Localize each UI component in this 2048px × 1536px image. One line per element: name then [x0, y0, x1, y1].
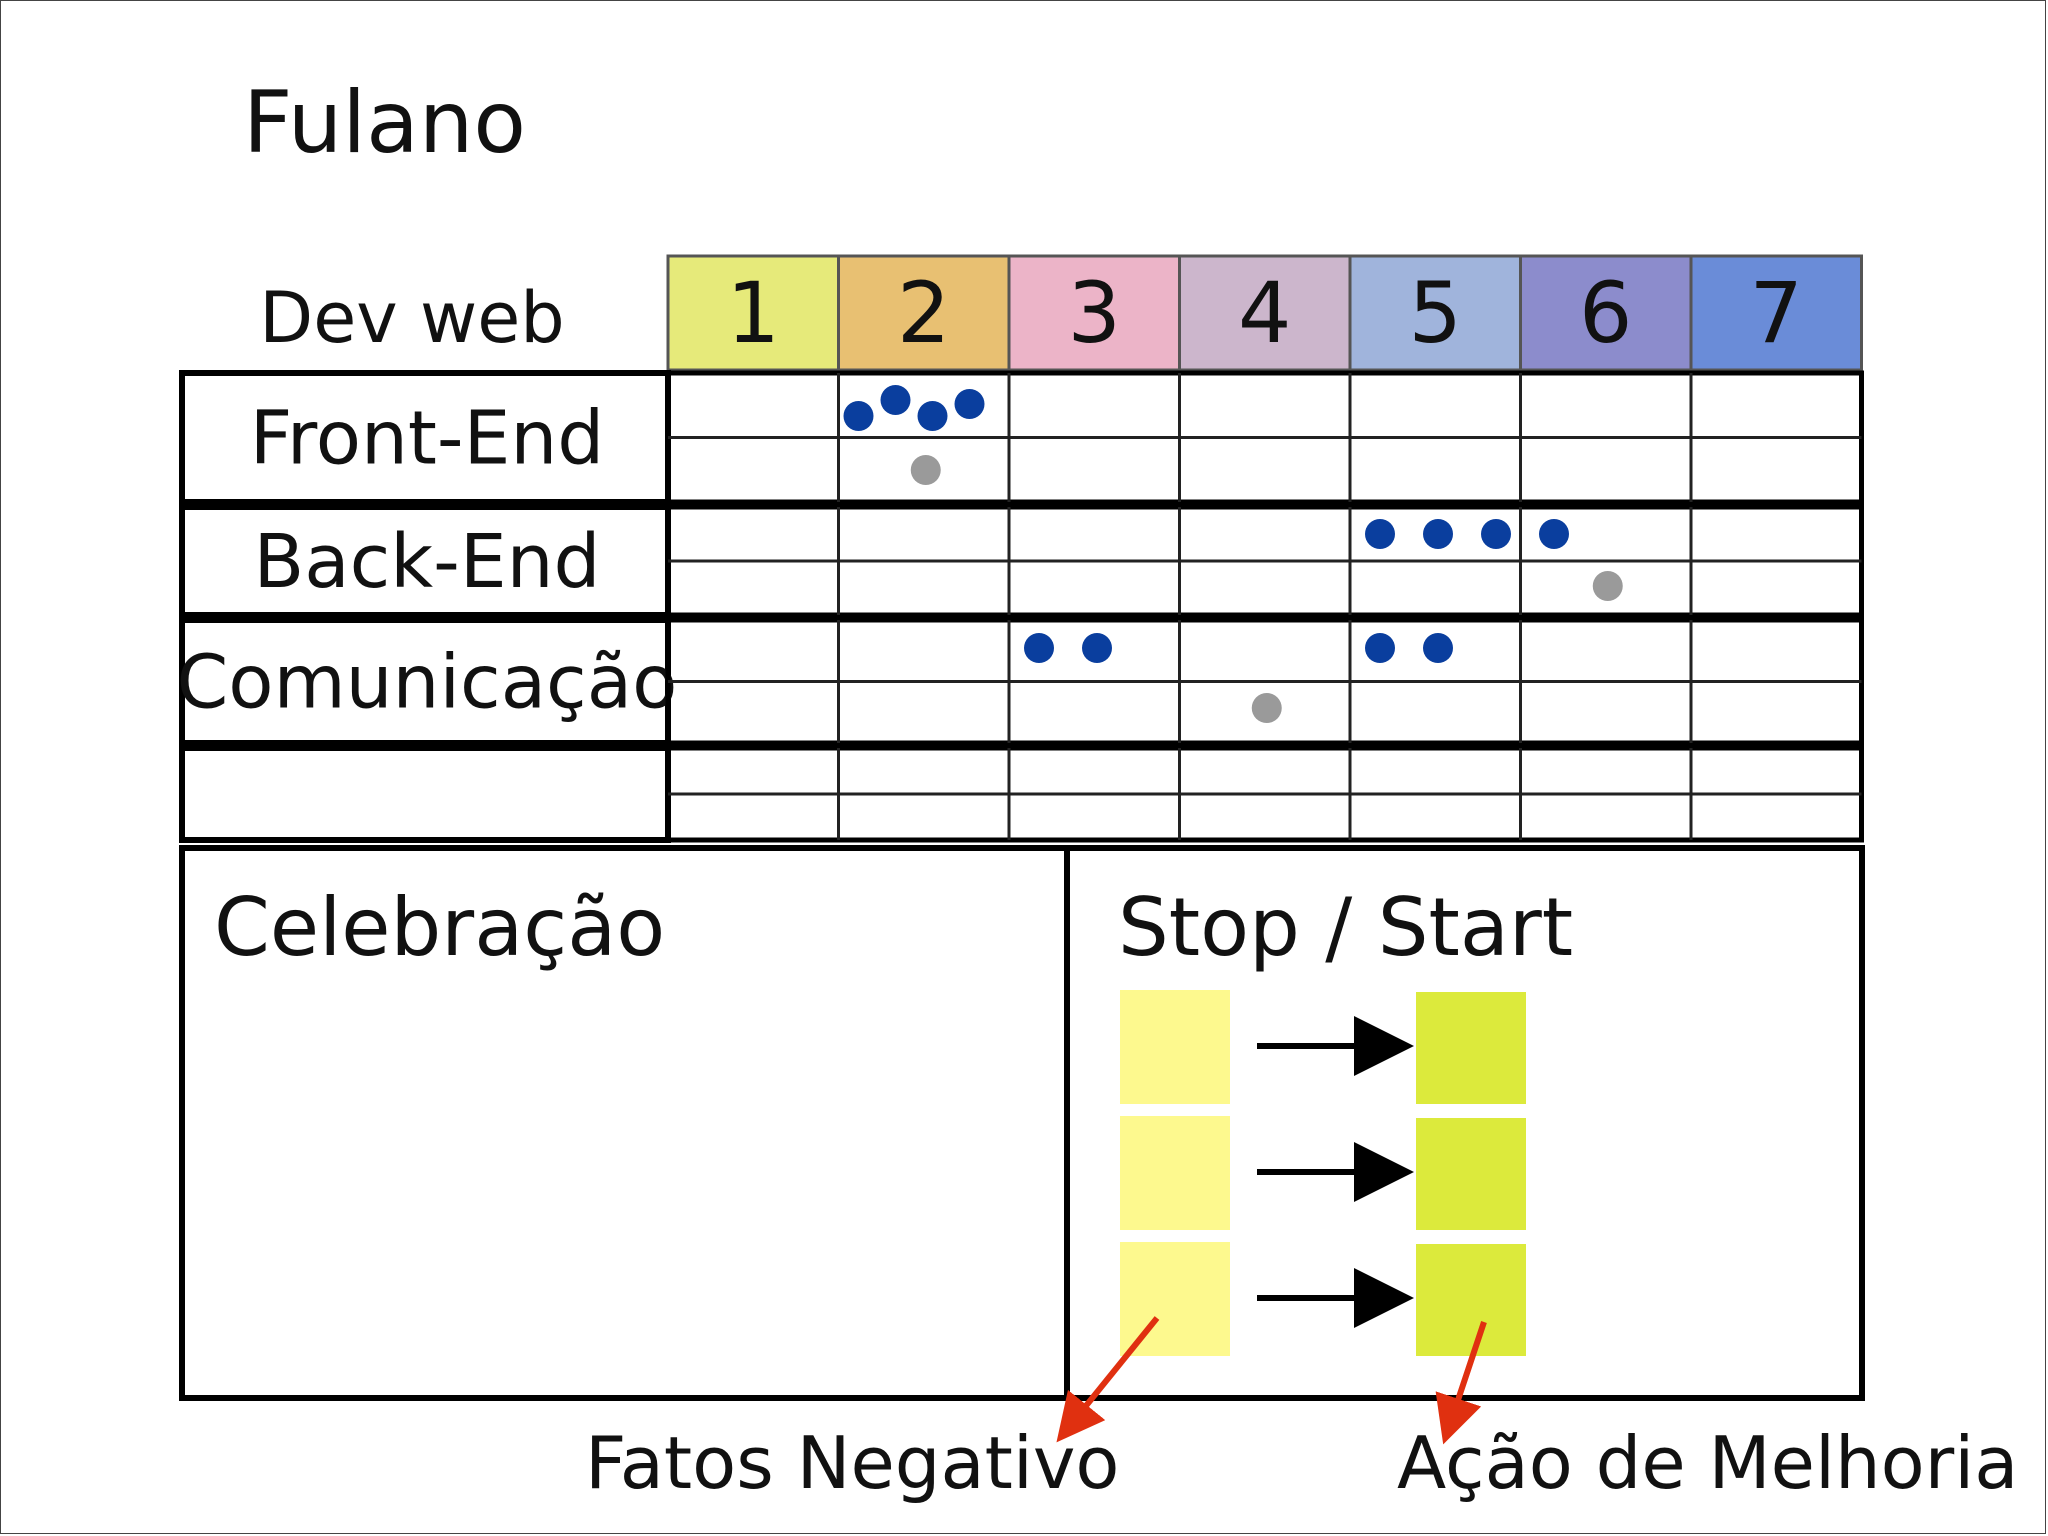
level-number-1: 1	[727, 264, 780, 362]
level-number-7: 7	[1750, 264, 1803, 362]
blue-dot	[917, 401, 948, 431]
blue-dot	[1024, 633, 1054, 663]
start-note	[1416, 992, 1526, 1104]
level-cell-1	[666, 254, 840, 372]
row-labels: Front-End Back-End Comunicação	[177, 370, 678, 843]
level-cell-2	[837, 254, 1011, 372]
level-number-6: 6	[1579, 264, 1632, 362]
blue-dot	[1539, 519, 1569, 549]
blue-dot	[1423, 519, 1453, 549]
level-number-4: 4	[1238, 264, 1291, 362]
blue-dot	[843, 401, 874, 431]
sticky-notes	[1120, 990, 1526, 1356]
row-label-2: Comunicação	[177, 640, 678, 726]
celebration-title: Celebração	[214, 881, 665, 974]
rating-dots	[843, 385, 1623, 723]
blue-dot	[954, 389, 985, 419]
blue-dot	[1481, 519, 1511, 549]
gray-dot	[1592, 571, 1623, 601]
row-label-0: Front-End	[250, 396, 605, 482]
negative-pointer-arrow	[1056, 1316, 1160, 1443]
caption-negative: Fatos Negativo	[585, 1421, 1119, 1505]
board-title: Fulano	[243, 73, 526, 173]
grid-body	[665, 370, 1864, 843]
level-cell-6	[1519, 254, 1693, 372]
start-note	[1416, 1244, 1526, 1356]
level-header: 1 2 3 4 5 6 7	[666, 254, 1863, 372]
row-label-1: Back-End	[254, 519, 601, 605]
level-number-2: 2	[897, 264, 950, 362]
blue-dot	[1365, 519, 1395, 549]
stop-note	[1120, 1116, 1230, 1230]
start-note	[1416, 1118, 1526, 1230]
level-number-3: 3	[1068, 264, 1121, 362]
blue-dot	[880, 385, 911, 415]
gray-dot	[910, 455, 941, 485]
blue-dot	[1082, 633, 1112, 663]
level-number-5: 5	[1409, 264, 1462, 362]
level-cell-4	[1178, 254, 1352, 372]
gray-dot	[1251, 693, 1282, 723]
stop-start-title: Stop / Start	[1118, 881, 1573, 974]
caption-improvement: Ação de Melhoria	[1397, 1421, 2018, 1505]
improvement-pointer-arrow	[1435, 1321, 1487, 1445]
grid-label: Dev web	[259, 277, 564, 359]
blue-dot	[1423, 633, 1453, 663]
blue-dot	[1365, 633, 1395, 663]
row-label-box	[179, 745, 671, 843]
level-cell-7	[1689, 254, 1863, 372]
level-cell-5	[1348, 254, 1522, 372]
stop-note	[1120, 990, 1230, 1104]
